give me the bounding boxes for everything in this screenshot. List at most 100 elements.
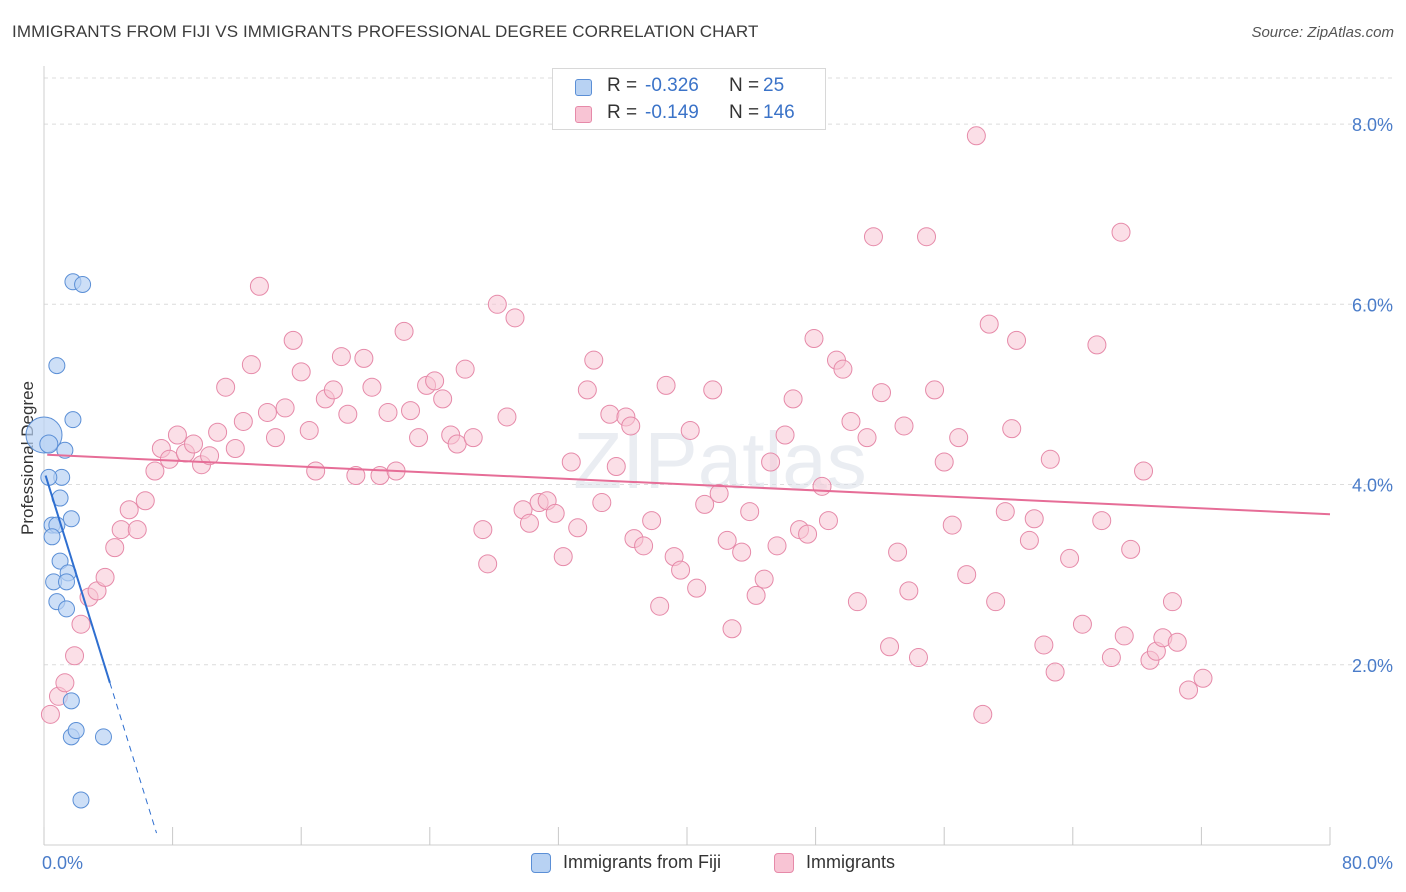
n-value: 25 [763,75,785,96]
immigrants-point [717,530,737,550]
immigrants-point [979,314,999,334]
immigrants-point [925,380,945,400]
immigrants-point [671,560,691,580]
immigrants-point [908,648,928,668]
immigrants-point [1007,330,1027,350]
immigrants-point [208,422,228,442]
immigrants-point [1024,509,1044,529]
immigrants-point [894,416,914,436]
immigrants-point [857,428,877,448]
immigrants-point [888,542,908,562]
immigrants-point [1111,222,1131,242]
immigrants-point [818,511,838,531]
immigrants-point [135,491,155,511]
immigrants-point [606,457,626,477]
tick-labels: 2.0% 4.0% 6.0% 8.0% 0.0% 80.0% [42,115,1393,873]
immigrants-point [746,585,766,605]
fiji-point [43,528,61,546]
immigrants-point [1040,449,1060,469]
immigrants-point [545,503,565,523]
immigrants-point [1072,614,1092,634]
immigrants-point [966,126,986,146]
immigrants-point [216,377,236,397]
immigrants-point [1060,548,1080,568]
immigrants-point [687,578,707,598]
immigrants-point [833,359,853,379]
immigrants-point [95,567,115,587]
immigrants-point [634,536,654,556]
immigrants-point [1087,335,1107,355]
immigrants-point [1179,680,1199,700]
fiji-point [94,728,112,746]
immigrants-point [872,383,892,403]
fiji-point [64,411,82,429]
immigrants-point [1092,511,1112,531]
fiji-trend-extension [109,682,158,834]
r-value: -0.149 [645,102,699,123]
immigrants-point [505,308,525,328]
immigrants-point [291,362,311,382]
immigrants-point [1034,635,1054,655]
immigrants-trend-line [47,453,1331,516]
immigrants-point [754,569,774,589]
immigrants-point [899,581,919,601]
immigrants-point [703,380,723,400]
immigrants-point [775,425,795,445]
fiji-point [39,434,59,454]
immigrants-point [497,407,517,427]
y-tick-label: 8.0% [1352,115,1393,135]
immigrants-point [119,500,139,520]
immigrants-point [455,359,475,379]
immigrants-point [863,227,883,247]
source-credit: Source: ZipAtlas.com [1251,24,1394,41]
immigrants-point [709,484,729,504]
immigrants-point [934,452,954,472]
immigrants-point [362,377,382,397]
immigrants-point [257,402,277,422]
immigrants-point [487,294,507,314]
y-tick-label: 6.0% [1352,295,1393,315]
immigrants-point [519,513,539,533]
immigrants-point [111,520,131,540]
immigrants-point [275,398,295,418]
immigrants-point [812,476,832,496]
immigrants-point [354,348,374,368]
immigrants-point [561,452,581,472]
immigrants-point [200,446,220,466]
immigrants-point [995,502,1015,522]
immigrants-point [241,355,261,375]
immigrants-point [600,404,620,424]
immigrants-point [55,673,75,693]
immigrants-point [40,704,60,724]
immigrants-point [942,515,962,535]
fiji-point [56,441,74,459]
immigrants-point [283,330,303,350]
fiji-point [48,357,66,375]
immigrants-point [331,347,351,367]
immigrants-swatch [774,853,794,873]
immigrants-point [346,466,366,486]
n-label: N = [729,102,760,123]
fiji-swatch [531,853,551,873]
immigrants-point [378,402,398,422]
immigrants-point [621,416,641,436]
legend-label: Immigrants from Fiji [563,852,722,872]
immigrants-point [249,276,269,296]
immigrants-point [1162,592,1182,612]
fiji-point [62,510,80,528]
immigrants-point [1045,662,1065,682]
r-label: R = [607,102,638,123]
immigrants-point [656,375,676,395]
fiji-point [51,552,69,570]
immigrants-point [1121,539,1141,559]
immigrants-point [783,389,803,409]
immigrants-points [40,126,1213,724]
immigrants-point [880,637,900,657]
immigrants-point [71,614,91,634]
immigrants-point [338,404,358,424]
immigrants-point [478,554,498,574]
immigrants-point [233,411,253,431]
immigrants-point [265,428,285,448]
immigrants-point [433,389,453,409]
fiji-point [67,722,85,740]
